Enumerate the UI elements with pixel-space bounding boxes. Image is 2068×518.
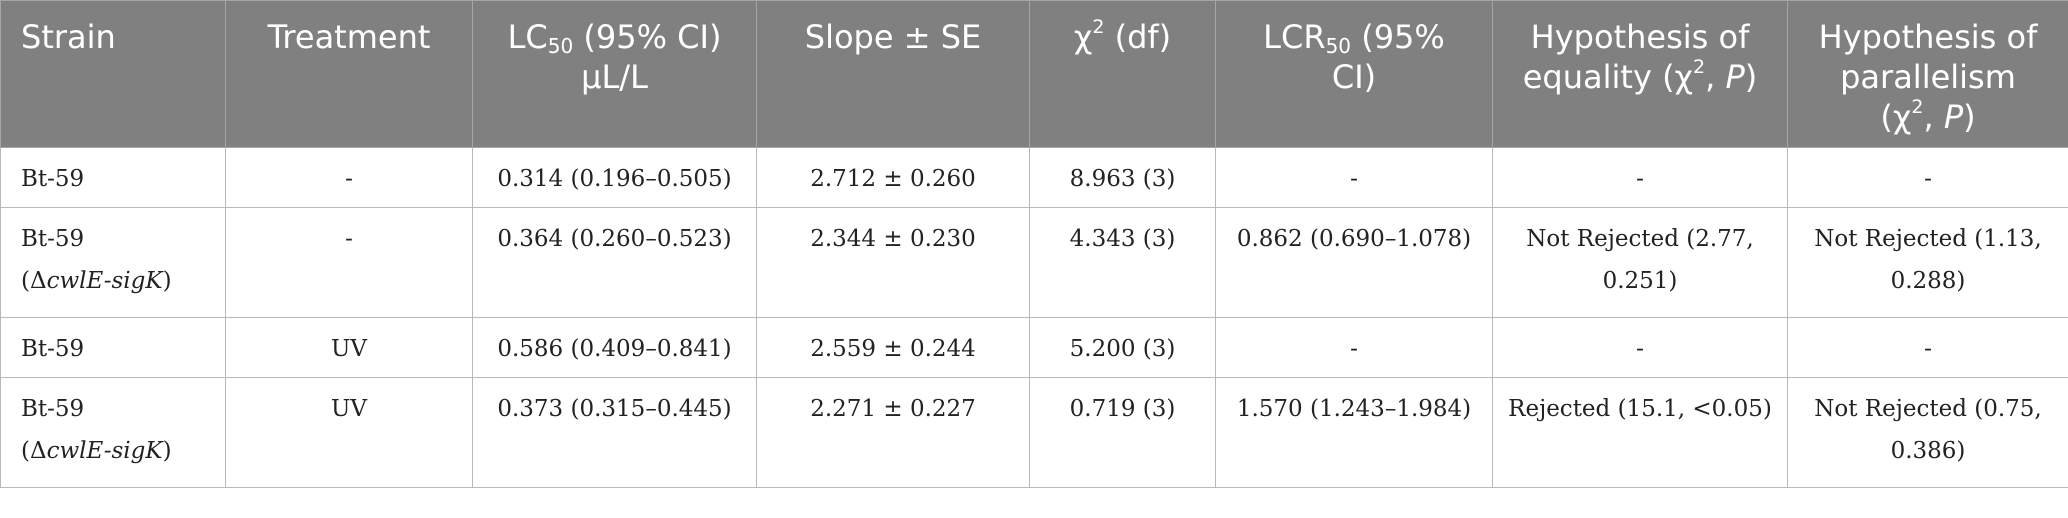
cell-slope: 2.712 ± 0.260 bbox=[756, 147, 1030, 208]
header-treatment: Treatment bbox=[225, 0, 473, 148]
header-strain: Strain bbox=[0, 0, 226, 148]
cell-lc50: 0.586 (0.409–0.841) bbox=[472, 317, 757, 378]
results-table: Strain Treatment LC50 (95% CI) μL/L Slop… bbox=[0, 0, 2068, 488]
header-slope: Slope ± SE bbox=[756, 0, 1030, 148]
table-row: Bt-59 UV 0.586 (0.409–0.841) 2.559 ± 0.2… bbox=[0, 317, 2068, 378]
cell-treatment: UV bbox=[225, 317, 473, 378]
cell-strain: Bt-59 (ΔcwlE-sigK) bbox=[0, 207, 226, 318]
cell-strain: Bt-59 bbox=[0, 317, 226, 378]
cell-treatment: UV bbox=[225, 377, 473, 488]
cell-equality: Not Rejected (2.77, 0.251) bbox=[1492, 207, 1788, 318]
cell-parallelism: Not Rejected (0.75, 0.386) bbox=[1787, 377, 2068, 488]
cell-equality: - bbox=[1492, 147, 1788, 208]
table-row: Bt-59 (ΔcwlE-sigK) UV 0.373 (0.315–0.445… bbox=[0, 377, 2068, 488]
cell-slope: 2.271 ± 0.227 bbox=[756, 377, 1030, 488]
cell-lcr50: 0.862 (0.690–1.078) bbox=[1215, 207, 1493, 318]
cell-parallelism: - bbox=[1787, 147, 2068, 208]
cell-lc50: 0.364 (0.260–0.523) bbox=[472, 207, 757, 318]
cell-treatment: - bbox=[225, 147, 473, 208]
cell-parallelism: Not Rejected (1.13, 0.288) bbox=[1787, 207, 2068, 318]
cell-chi-square: 8.963 (3) bbox=[1029, 147, 1216, 208]
cell-slope: 2.344 ± 0.230 bbox=[756, 207, 1030, 318]
cell-lcr50: - bbox=[1215, 317, 1493, 378]
cell-chi-square: 4.343 (3) bbox=[1029, 207, 1216, 318]
cell-chi-square: 5.200 (3) bbox=[1029, 317, 1216, 378]
cell-lc50: 0.314 (0.196–0.505) bbox=[472, 147, 757, 208]
header-row: Strain Treatment LC50 (95% CI) μL/L Slop… bbox=[0, 0, 2068, 148]
cell-lcr50: 1.570 (1.243–1.984) bbox=[1215, 377, 1493, 488]
cell-slope: 2.559 ± 0.244 bbox=[756, 317, 1030, 378]
table-row: Bt-59 (ΔcwlE-sigK) - 0.364 (0.260–0.523)… bbox=[0, 207, 2068, 318]
table-row: Bt-59 - 0.314 (0.196–0.505) 2.712 ± 0.26… bbox=[0, 147, 2068, 208]
header-lcr50: LCR50 (95% CI) bbox=[1215, 0, 1493, 148]
cell-chi-square: 0.719 (3) bbox=[1029, 377, 1216, 488]
header-equality: Hypothesis of equality (χ2, P) bbox=[1492, 0, 1788, 148]
cell-lcr50: - bbox=[1215, 147, 1493, 208]
cell-strain: Bt-59 bbox=[0, 147, 226, 208]
cell-equality: Rejected (15.1, <0.05) bbox=[1492, 377, 1788, 488]
header-parallelism: Hypothesis of parallelism (χ2, P) bbox=[1787, 0, 2068, 148]
header-lc50: LC50 (95% CI) μL/L bbox=[472, 0, 757, 148]
header-chi-square: χ2 (df) bbox=[1029, 0, 1216, 148]
cell-equality: - bbox=[1492, 317, 1788, 378]
cell-treatment: - bbox=[225, 207, 473, 318]
cell-parallelism: - bbox=[1787, 317, 2068, 378]
cell-lc50: 0.373 (0.315–0.445) bbox=[472, 377, 757, 488]
cell-strain: Bt-59 (ΔcwlE-sigK) bbox=[0, 377, 226, 488]
